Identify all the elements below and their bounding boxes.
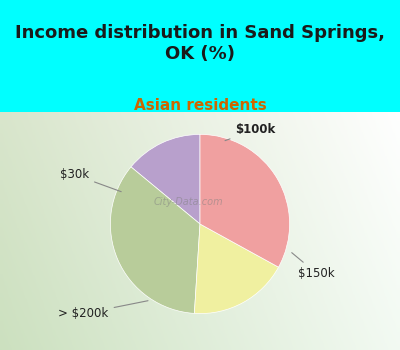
- Text: $150k: $150k: [292, 253, 335, 280]
- Wedge shape: [200, 134, 290, 267]
- Wedge shape: [131, 134, 200, 224]
- Wedge shape: [194, 224, 278, 314]
- Text: City-Data.com: City-Data.com: [154, 197, 224, 206]
- Wedge shape: [110, 167, 200, 313]
- Text: Income distribution in Sand Springs,
OK (%): Income distribution in Sand Springs, OK …: [15, 25, 385, 63]
- Text: $30k: $30k: [60, 168, 121, 192]
- Text: $100k: $100k: [225, 124, 276, 141]
- Text: Asian residents: Asian residents: [134, 98, 266, 113]
- Text: > $200k: > $200k: [58, 301, 148, 320]
